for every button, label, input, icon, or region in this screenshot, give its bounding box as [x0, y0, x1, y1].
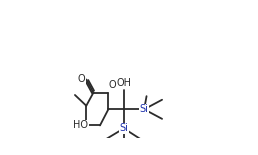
Text: OH: OH — [116, 78, 131, 88]
Text: O: O — [109, 80, 117, 90]
Text: Si: Si — [119, 123, 128, 133]
Text: O: O — [77, 74, 85, 84]
Text: HO: HO — [73, 120, 88, 130]
Text: Si: Si — [140, 104, 149, 114]
